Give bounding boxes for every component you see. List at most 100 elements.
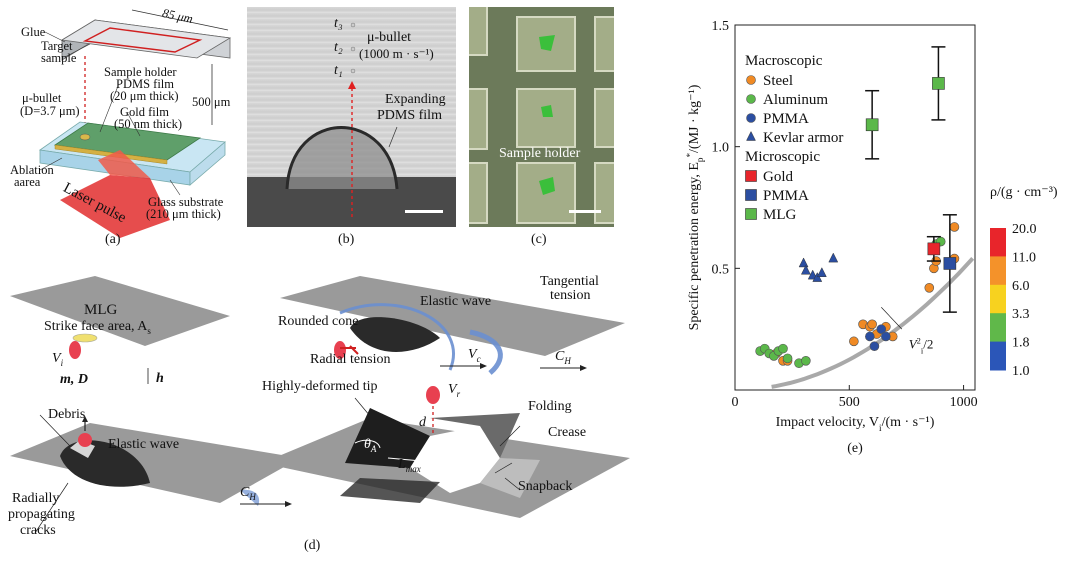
colorbar-segment-2 [990, 284, 1006, 314]
pdms-film-label-b: PDMS film [377, 108, 442, 123]
expanding-label: Expanding [385, 92, 446, 107]
point-kevlar-armor-1 [800, 264, 811, 275]
legend-marker-kevlar-armor [746, 130, 756, 141]
radially-cracks-label: Radially [12, 491, 60, 506]
mlg-label: MLG [84, 302, 118, 318]
legend-group-macroscopic: Macroscopic [745, 53, 823, 69]
x-tick-label-1: 500 [839, 395, 860, 410]
vi-label: Vi [52, 351, 64, 368]
x-axis-label: Impact velocity, Vi/(m · s⁻¹) [776, 415, 935, 433]
highly-deformed-label: Highly-deformed tip [262, 379, 378, 394]
rounded-cone-label: Rounded cone [278, 314, 359, 329]
legend-marker-micro-pmma [745, 189, 757, 201]
y-tick-label-1: 1.0 [712, 141, 730, 156]
d-label: d [419, 415, 426, 430]
vr-label: Vr [448, 382, 461, 399]
gold-film-label-2: (50 nm thick) [114, 117, 183, 131]
legend-group-microscopic: Microscopic [745, 149, 820, 165]
plot-frame [734, 24, 976, 391]
distance-label: 500 μm [192, 95, 231, 109]
point-steel-10 [924, 282, 935, 293]
radially-cracks-label-3: cracks [20, 523, 56, 538]
h-label: h [156, 371, 164, 386]
vc-label: Vc [468, 347, 481, 364]
point-pmma-micro-0 [943, 257, 957, 270]
bullet-label-b: μ-bullet [367, 30, 412, 45]
folding-label: Folding [528, 399, 572, 414]
point-pmma-0 [865, 331, 875, 342]
x-tick-label-2: 1000 [950, 395, 978, 410]
legend-marker-micro-mlg [745, 208, 757, 220]
colorbar-title: ρ/(g · cm⁻³) [990, 185, 1058, 200]
ablation-label-2: aarea [14, 175, 41, 189]
point-pmma-2 [876, 324, 887, 334]
caption-c: (c) [531, 232, 547, 247]
sample-holder-label-c: Sample holder [499, 146, 581, 161]
colorbar-tick-1: 11.0 [1012, 250, 1036, 265]
legend-label-micro-mlg: MLG [763, 207, 797, 223]
caption-b: (b) [338, 232, 355, 247]
legend-label-aluminum: Aluminum [763, 92, 828, 108]
panel-c-image: Sample holder [469, 7, 614, 227]
radially-cracks-label-2: propagating [8, 507, 75, 522]
tangential-tension-label-2: tension [550, 288, 591, 303]
elastic-wave-label-2: Elastic wave [108, 437, 180, 452]
curve-label-leader [881, 307, 903, 330]
colorbar-tick-4: 1.8 [1012, 336, 1030, 351]
strike-face-label: Strike face area, As [44, 319, 151, 336]
theta-label: θA [364, 437, 377, 454]
legend-label-micro-pmma: PMMA [763, 188, 809, 204]
target-sample-label: Target [41, 39, 73, 53]
panel-b-drawing [247, 22, 456, 227]
point-steel-14 [949, 222, 960, 232]
point-steel-6 [867, 319, 877, 330]
legend-label-pmma: PMMA [763, 111, 809, 127]
pdms-film-label: PDMS film [116, 77, 175, 91]
point-aluminum-6 [782, 353, 793, 364]
legend-label-micro-gold: Gold [763, 169, 794, 185]
debris-label: Debris [48, 407, 86, 422]
point-steel-3 [849, 336, 859, 347]
caption-a: (a) [105, 232, 121, 247]
bullet-label: μ-bullet [22, 91, 62, 105]
md-label: m, D [60, 372, 88, 387]
point-pmma-1 [869, 341, 880, 352]
pdms-film-label-2: (20 μm thick) [110, 89, 179, 103]
colorbar-segment-4 [990, 341, 1006, 371]
colorbar-segment-0 [990, 228, 1006, 257]
glass-substrate-label-2: (210 μm thick) [146, 207, 221, 221]
legend-label-kevlar-armor: Kevlar armor [763, 130, 843, 146]
caption-d: (d) [304, 538, 321, 553]
elastic-wave-label-1: Elastic wave [420, 294, 492, 309]
ablation-label: Ablation [10, 163, 54, 177]
curve-label: V2i/2 [909, 336, 934, 356]
panel-c-grid [469, 7, 614, 227]
y-tick-label-0: 0.5 [712, 262, 730, 277]
colorbar-segment-3 [990, 313, 1006, 343]
legend-marker-micro-gold [745, 170, 757, 182]
y-tick-label-2: 1.5 [712, 19, 730, 34]
colorbar-tick-2: 6.0 [1012, 279, 1030, 294]
legend-marker-pmma [746, 113, 756, 123]
point-mlg-micro-0 [865, 118, 879, 132]
tangential-tension-label: Tangential [540, 274, 599, 289]
crease-label: Crease [548, 425, 587, 440]
glass-substrate-label: Glass substrate [148, 195, 224, 209]
sample-holder-label: Sample holder [104, 65, 177, 79]
legend-marker-steel [746, 75, 756, 85]
panel-e: 0 500 1000 0.5 1.0 1.5 Impact velocity, Vi/(m … [640, 0, 1075, 460]
point-aluminum-5 [778, 343, 788, 354]
t2-label: t₂ [334, 40, 343, 55]
penetration-energy-chart: 0 500 1000 0.5 1.0 1.5 Impact velocity, Vi/(m … [685, 19, 1058, 456]
colorbar-segment-1 [990, 256, 1006, 286]
colorbar-tick-5: 1.0 [1012, 364, 1030, 379]
point-aluminum-8 [801, 355, 811, 366]
point-mlg-micro-1 [932, 77, 945, 90]
colorbar-tick-3: 3.3 [1012, 307, 1030, 322]
legend-label-steel: Steel [763, 73, 793, 89]
point-gold-micro-0 [927, 242, 941, 256]
panel-d: MLG Strike face area, As Vi h m, D Round… [0, 268, 630, 565]
point-kevlar-armor-0 [798, 257, 809, 268]
y-axis-label: Specific penetration energy, Ep*/(MJ · k… [685, 84, 705, 330]
caption-e: (e) [847, 441, 863, 456]
